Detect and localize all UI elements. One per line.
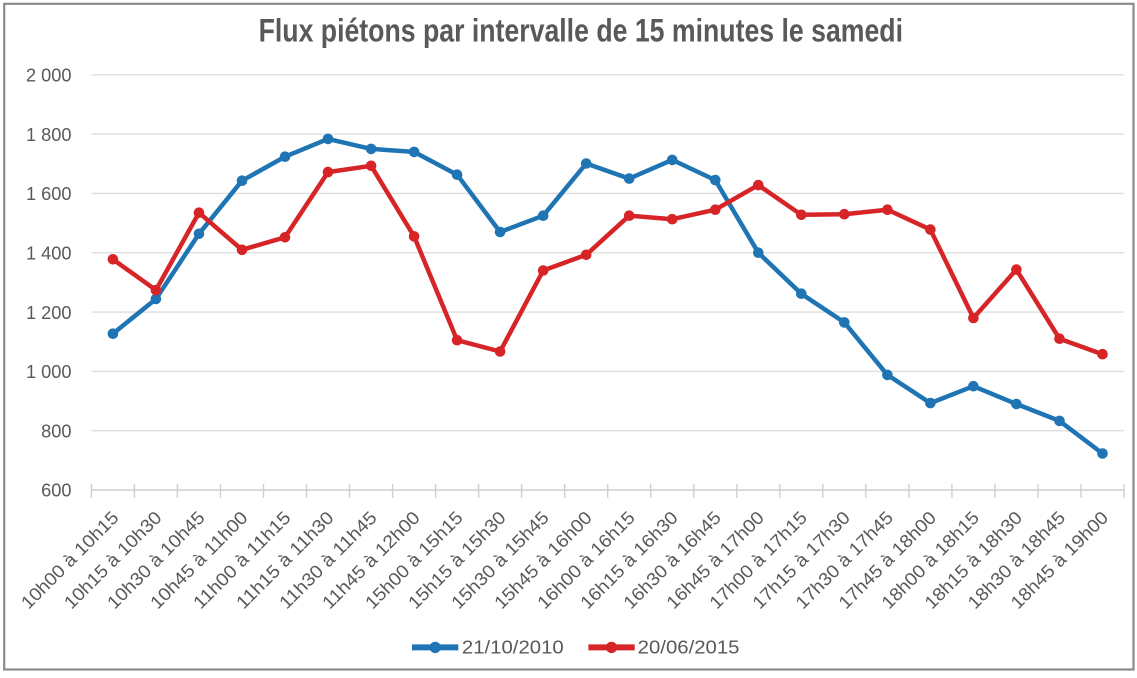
svg-text:1 600: 1 600 xyxy=(26,184,72,204)
svg-text:1 400: 1 400 xyxy=(26,243,72,263)
svg-text:1 000: 1 000 xyxy=(26,362,72,382)
svg-text:800: 800 xyxy=(41,421,71,441)
svg-text:Flux piétons par intervalle de: Flux piétons par intervalle de 15 minute… xyxy=(259,13,903,49)
svg-text:600: 600 xyxy=(41,481,71,501)
svg-text:1 800: 1 800 xyxy=(26,125,72,145)
svg-text:1 200: 1 200 xyxy=(26,303,72,323)
svg-text:2 000: 2 000 xyxy=(26,66,72,86)
svg-text:21/10/2010: 21/10/2010 xyxy=(462,636,564,657)
svg-text:20/06/2015: 20/06/2015 xyxy=(638,636,740,657)
